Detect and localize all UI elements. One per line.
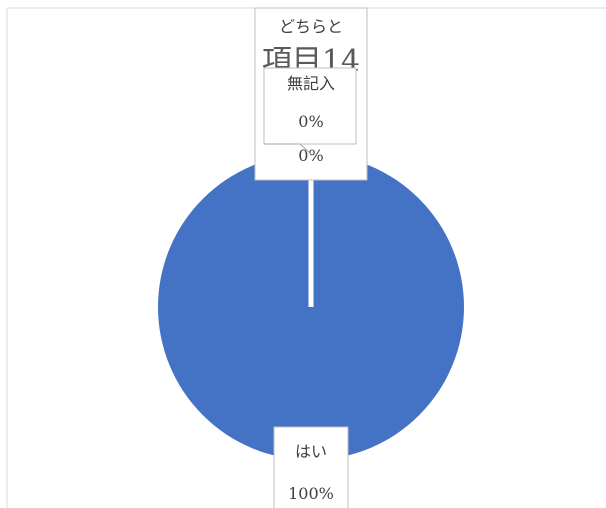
data-label-dochira-category: どちらと bbox=[279, 17, 343, 36]
leader-line bbox=[264, 143, 312, 155]
data-label-hai-box bbox=[273, 426, 349, 508]
data-label-mukinyu-box bbox=[263, 67, 357, 145]
data-label-dochira-percent: 0% bbox=[298, 146, 323, 165]
data-label-mukinyu-category: 無記入 bbox=[287, 74, 335, 93]
data-label-hai: はい 100% bbox=[273, 426, 349, 508]
data-label-mukinyu-percent: 0% bbox=[298, 112, 323, 131]
data-label-mukinyu: 無記入 0% bbox=[263, 67, 357, 145]
data-label-hai-category: はい bbox=[295, 442, 327, 461]
pie-slices bbox=[158, 154, 464, 460]
data-label-hai-percent: 100% bbox=[288, 484, 334, 503]
